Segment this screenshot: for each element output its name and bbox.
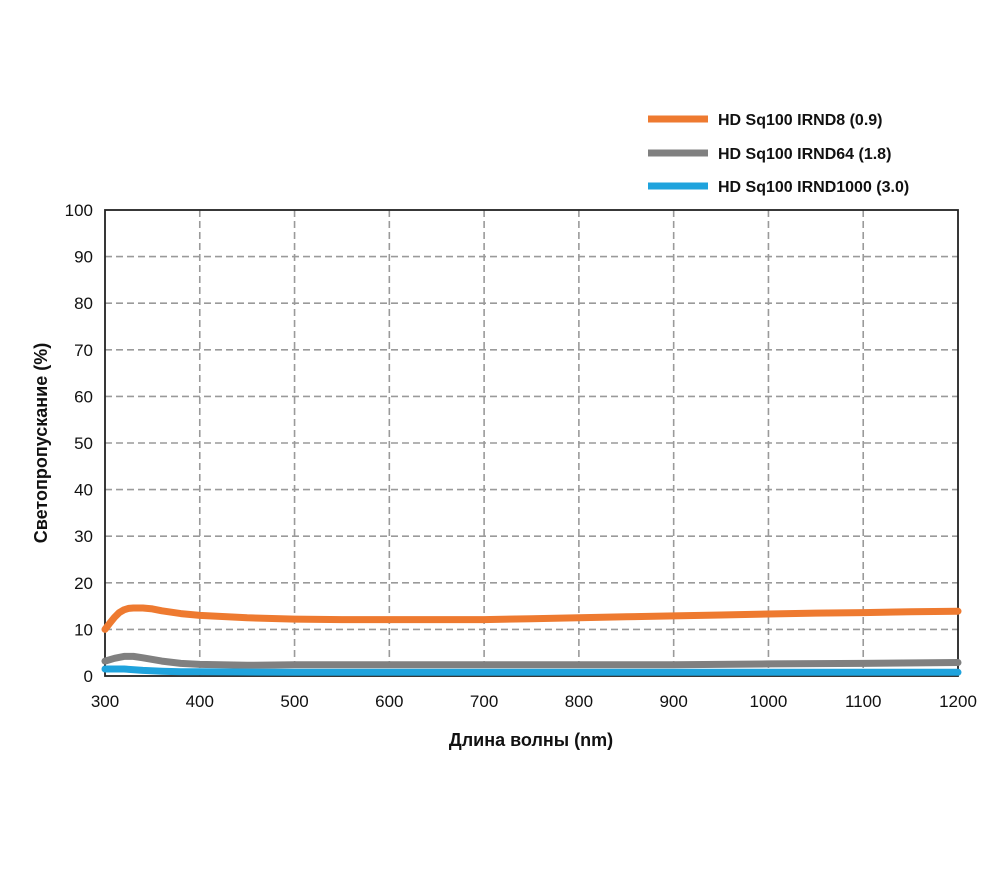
y-tick-label: 70 (74, 341, 93, 360)
x-tick-label: 900 (659, 692, 687, 711)
x-tick-label: 1200 (939, 692, 977, 711)
x-tick-label: 300 (91, 692, 119, 711)
y-tick-label: 100 (65, 201, 93, 220)
y-tick-label: 50 (74, 434, 93, 453)
x-tick-label: 1100 (845, 692, 882, 711)
x-axis-title: Длина волны (nm) (449, 730, 613, 750)
y-tick-label: 20 (74, 574, 93, 593)
y-tick-label: 40 (74, 481, 93, 500)
x-tick-label: 500 (280, 692, 308, 711)
x-tick-label: 1000 (750, 692, 788, 711)
y-tick-label: 80 (74, 294, 93, 313)
y-tick-label: 60 (74, 387, 93, 406)
legend-irnd64-label: HD Sq100 IRND64 (1.8) (718, 146, 891, 163)
grid-lines (105, 210, 958, 676)
x-tick-label: 600 (375, 692, 403, 711)
legend: HD Sq100 IRND8 (0.9) HD Sq100 IRND64 (1.8… (648, 112, 909, 196)
series-irnd64-line (101, 652, 962, 669)
x-tick-label: 400 (186, 692, 214, 711)
x-tick-label: 700 (470, 692, 498, 711)
series-irnd8-line (101, 604, 962, 633)
y-tick-label: 10 (74, 620, 93, 639)
y-tick-label: 90 (74, 248, 93, 267)
plot-frame (104, 209, 959, 677)
y-axis-title: Светопропускание (%) (31, 343, 51, 543)
tick-labels: 300 400 500 600 700 800 900 1000 1100 1200 0 10 20 30… (65, 201, 977, 711)
series-lines (101, 604, 962, 676)
legend-irnd1000-label: HD Sq100 IRND1000 (3.0) (718, 179, 909, 196)
x-tick-label: 800 (565, 692, 593, 711)
y-tick-label: 0 (84, 667, 93, 686)
series-irnd1000-line (101, 665, 962, 676)
legend-irnd8-label: HD Sq100 IRND8 (0.9) (718, 112, 883, 129)
y-tick-label: 30 (74, 527, 93, 546)
